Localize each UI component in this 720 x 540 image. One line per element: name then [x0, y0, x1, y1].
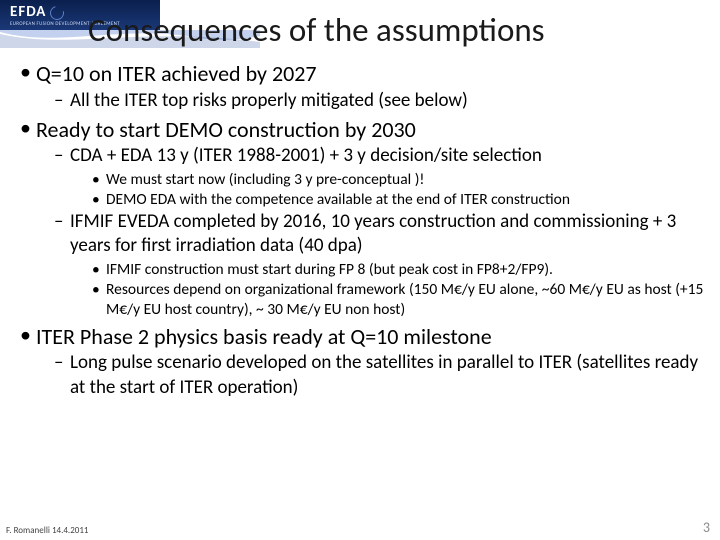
slide-body: •Q=10 on ITER achieved by 2027 –All the … — [20, 60, 706, 518]
bullet-l3-marker: • — [92, 170, 106, 190]
bullet-l2: –CDA + EDA 13 y (ITER 1988-2001) + 3 y d… — [54, 144, 706, 210]
bullet-l2: –All the ITER top risks properly mitigat… — [54, 89, 706, 113]
bullet-l3: •IFMIF construction must start during FP… — [92, 260, 706, 280]
bullet-l2-marker: – — [54, 89, 70, 113]
bullet-l2-text: All the ITER top risks properly mitigate… — [70, 89, 468, 113]
footer-author: F. Romanelli 14.4.2011 — [6, 525, 88, 536]
bullet-l3-text: Resources depend on organizational frame… — [106, 280, 706, 320]
bullet-l3-text: We must start now (including 3 y pre-con… — [106, 170, 424, 190]
bullet-l1-text: Q=10 on ITER achieved by 2027 — [36, 60, 317, 88]
bullet-l1-marker: • — [20, 323, 36, 347]
bullet-l2-marker: – — [54, 144, 70, 168]
bullet-l1: •Ready to start DEMO construction by 203… — [20, 116, 706, 320]
bullet-l2-text: IFMIF EVEDA completed by 2016, 10 years … — [70, 210, 706, 259]
logo-text: EFDA — [10, 5, 46, 20]
bullet-l1: •ITER Phase 2 physics basis ready at Q=1… — [20, 323, 706, 400]
bullet-l3-marker: • — [92, 280, 106, 300]
slide-number: 3 — [703, 519, 710, 536]
bullet-l2: –Long pulse scenario developed on the sa… — [54, 351, 706, 400]
bullet-l2-text: Long pulse scenario developed on the sat… — [70, 351, 706, 400]
bullet-l1-text: Ready to start DEMO construction by 2030 — [36, 116, 416, 144]
bullet-l2-marker: – — [54, 351, 70, 375]
bullet-l3-marker: • — [92, 260, 106, 280]
bullet-l1-marker: • — [20, 116, 36, 140]
bullet-l3-text: IFMIF construction must start during FP … — [106, 260, 553, 280]
bullet-l3-text: DEMO EDA with the competence available a… — [106, 190, 570, 210]
bullet-l3: •Resources depend on organizational fram… — [92, 280, 706, 320]
slide-title: Consequences of the assumptions — [88, 10, 710, 50]
bullet-l2: –IFMIF EVEDA completed by 2016, 10 years… — [54, 210, 706, 320]
bullet-l1-marker: • — [20, 60, 36, 84]
bullet-l2-text: CDA + EDA 13 y (ITER 1988-2001) + 3 y de… — [70, 144, 542, 168]
bullet-l1: •Q=10 on ITER achieved by 2027 –All the … — [20, 60, 706, 113]
bullet-l3: •DEMO EDA with the competence available … — [92, 190, 706, 210]
bullet-l1-text: ITER Phase 2 physics basis ready at Q=10… — [36, 323, 492, 351]
bullet-l2-marker: – — [54, 210, 70, 234]
bullet-l3-marker: • — [92, 190, 106, 210]
logo-swirl-icon — [48, 3, 67, 22]
bullet-l3: •We must start now (including 3 y pre-co… — [92, 170, 706, 190]
